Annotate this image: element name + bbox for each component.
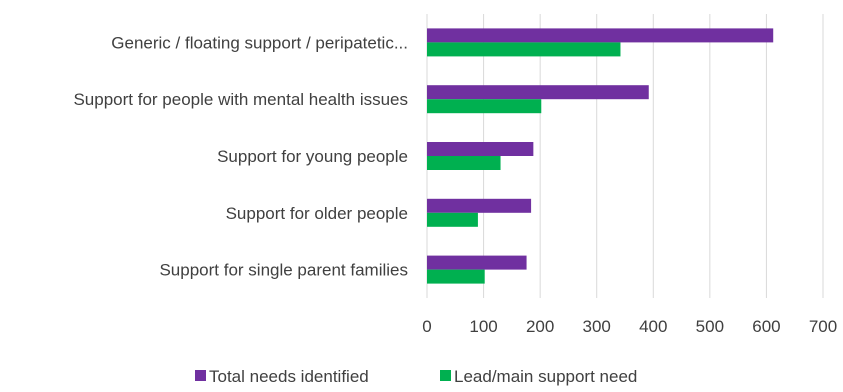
x-tick-label: 100: [469, 317, 497, 336]
legend-label: Total needs identified: [209, 367, 369, 386]
legend-swatch-0: [195, 370, 206, 381]
bar-lead-4: [427, 269, 485, 284]
x-tick-label: 0: [422, 317, 431, 336]
category-label: Generic / floating support / peripatetic…: [111, 33, 408, 52]
gridlines: [426, 14, 824, 298]
legend: Total needs identified Lead/main support …: [195, 367, 637, 386]
x-tick-label: 700: [809, 317, 837, 336]
category-label: Support for older people: [226, 204, 408, 223]
x-tick-label: 500: [696, 317, 724, 336]
legend-swatch-1: [440, 370, 451, 381]
category-label: Support for young people: [217, 147, 408, 166]
category-label: Support for single parent families: [159, 261, 408, 280]
bar-lead-0: [427, 42, 621, 57]
x-tick-label: 400: [639, 317, 667, 336]
bar-total-3: [427, 198, 532, 213]
bar-lead-1: [427, 99, 542, 114]
x-axis-tick-labels: 0 100 200 300 400 500 600 700: [422, 317, 837, 336]
category-label: Support for people with mental health is…: [73, 90, 408, 109]
bar-lead-3: [427, 212, 478, 227]
x-tick-label: 600: [752, 317, 780, 336]
bar-total-2: [427, 142, 534, 156]
bar-total-1: [427, 85, 649, 100]
legend-label: Lead/main support need: [454, 367, 637, 386]
bar-lead-2: [427, 156, 501, 170]
x-tick-label: 200: [526, 317, 554, 336]
bar-total-0: [427, 28, 774, 43]
category-labels: Generic / floating support / peripatetic…: [73, 33, 408, 279]
bar-total-4: [427, 255, 527, 270]
bars: [427, 28, 774, 284]
x-tick-label: 300: [583, 317, 611, 336]
